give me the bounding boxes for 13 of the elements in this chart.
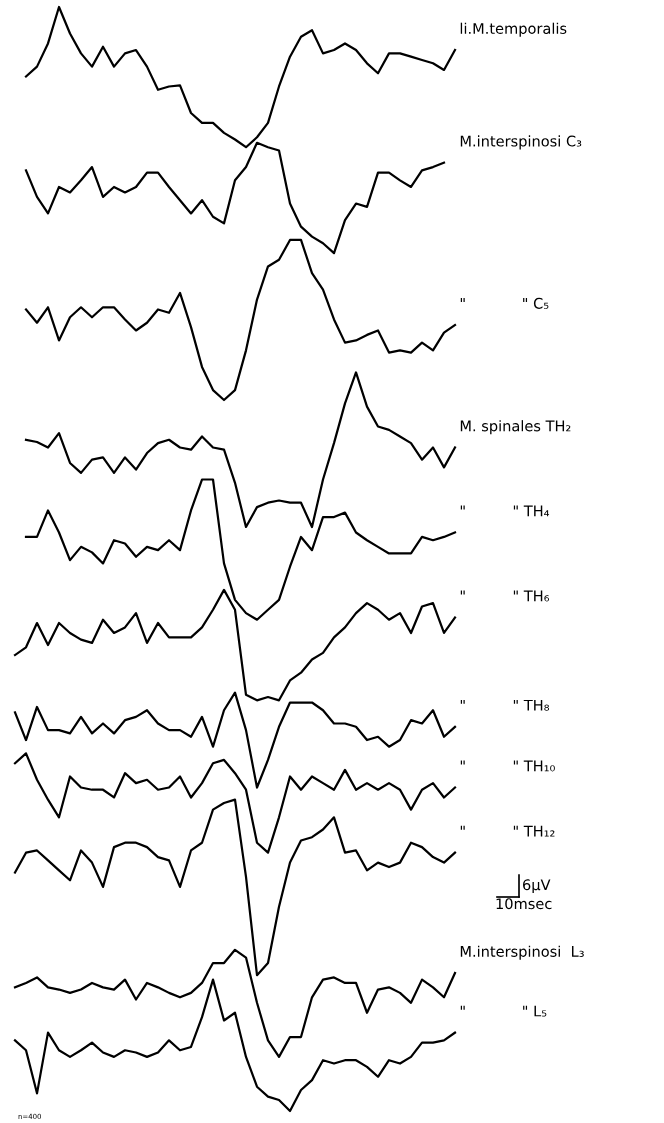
text: 10msec bbox=[496, 898, 552, 910]
series-label: M.interspinosi C₃ bbox=[460, 135, 582, 150]
series-label: " " TH₈ bbox=[460, 699, 550, 711]
series-label: " " L₅ bbox=[460, 1005, 547, 1017]
series-label: " " TH₁₀ bbox=[460, 760, 555, 772]
text: 6µV bbox=[523, 879, 551, 894]
series-label: M.interspinosi L₃ bbox=[460, 945, 584, 960]
series-label: " " TH₆ bbox=[460, 590, 550, 602]
series-label: " " TH₄ bbox=[460, 505, 550, 517]
series-label: " " TH₁₂ bbox=[460, 825, 555, 837]
series-label: M. spinales TH₂ bbox=[460, 420, 571, 435]
series-label: " " C₅ bbox=[460, 297, 549, 309]
series-label: li.M.temporalis bbox=[460, 22, 567, 37]
